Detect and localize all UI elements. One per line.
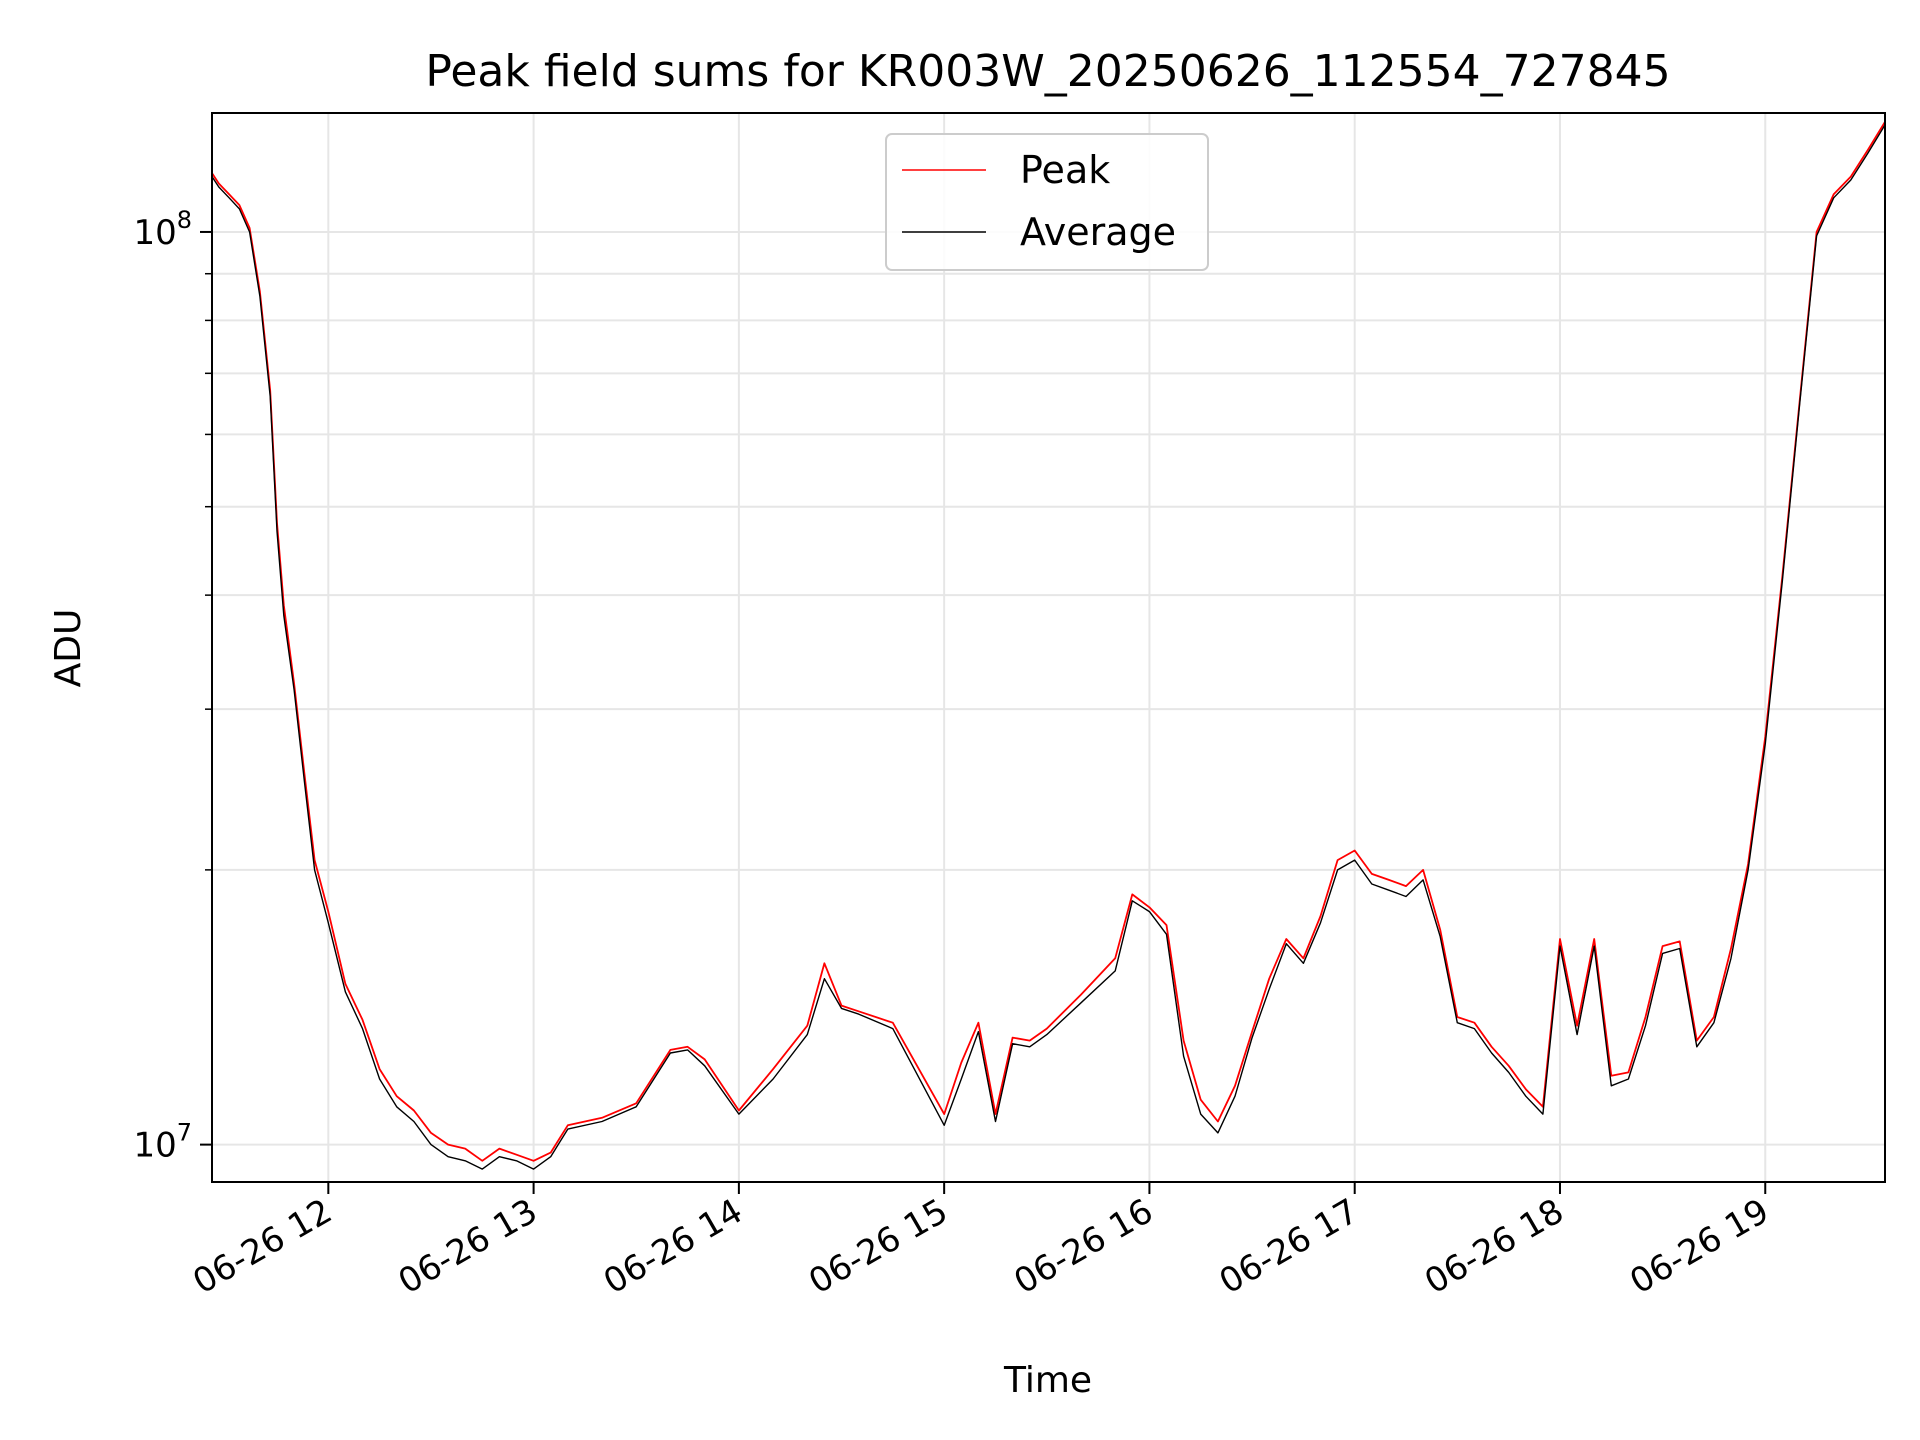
y-tick-label-base: 10 (133, 213, 176, 253)
chart-title: Peak field sums for KR003W_20250626_1125… (425, 46, 1670, 97)
y-tick-label: 107 (133, 1119, 192, 1166)
series-line-average (211, 124, 1886, 1170)
y-tick-label-exponent: 7 (177, 1119, 192, 1147)
grid (212, 113, 1885, 1182)
plot-frame (211, 112, 1886, 1183)
y-tick-label-exponent: 8 (177, 206, 192, 234)
y-axis-label: ADU (48, 609, 89, 688)
y-tick-label-base: 10 (133, 1126, 176, 1166)
legend-label-average: Average (1020, 210, 1176, 254)
legend-box (885, 133, 1209, 271)
legend: Peak Average (885, 133, 1209, 271)
legend-label-peak: Peak (1020, 148, 1110, 192)
series-line-peak (211, 121, 1886, 1162)
x-axis-label: Time (1003, 1360, 1092, 1401)
series-layer (211, 121, 1886, 1170)
y-tick-label: 108 (133, 206, 192, 253)
